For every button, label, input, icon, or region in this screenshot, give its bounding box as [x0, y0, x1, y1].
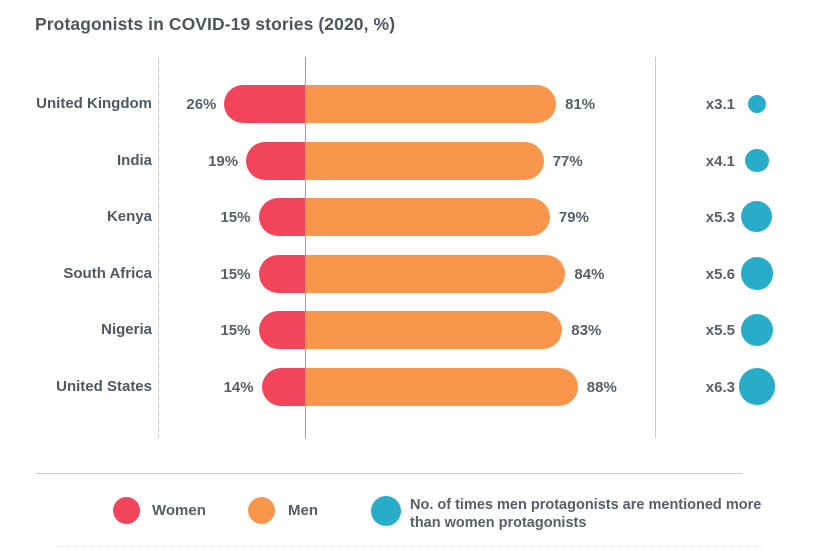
men-bar [305, 311, 563, 349]
ratio-circle [747, 94, 767, 114]
men-bar [305, 85, 557, 123]
men-value-label: 81% [565, 96, 596, 113]
women-value-label: 14% [223, 378, 254, 396]
ratio-column-separator [655, 57, 656, 438]
ratio-label: x5.6 [705, 265, 735, 283]
men-value-label: 77% [552, 152, 583, 170]
men-value-label: 88% [586, 378, 617, 396]
women-bar [258, 254, 305, 293]
legend-men-dot [248, 497, 275, 524]
ratio-circle [745, 148, 769, 173]
women-value-label: 15% [220, 265, 251, 283]
ratio-label: x3.1 [705, 96, 735, 113]
legend-divider [36, 473, 742, 474]
country-label: Kenya [106, 208, 152, 225]
men-value-label: 83% [571, 322, 602, 339]
women-value-label: 15% [220, 322, 251, 339]
women-bar [258, 311, 305, 349]
legend-men-label: Men [288, 502, 318, 519]
women-bar [258, 198, 305, 236]
legend-ratio-dot [371, 496, 401, 526]
men-value-label: 84% [574, 265, 605, 283]
chart-title: Protagonists in COVID-19 stories (2020, … [35, 14, 396, 34]
legend-ratio-label: No. of times men protagonists are mentio… [410, 497, 762, 531]
women-value-label: 19% [208, 152, 239, 170]
country-label: United States [56, 377, 152, 395]
men-value-label: 79% [558, 209, 589, 226]
ratio-label: x4.1 [705, 152, 735, 170]
country-label: United Kingdom [36, 95, 152, 112]
ratio-circle [741, 201, 773, 233]
men-bar [305, 141, 544, 180]
ratio-label: x5.5 [705, 322, 735, 339]
men-bar [305, 254, 566, 293]
women-bar [224, 85, 305, 123]
legend-women-dot [113, 497, 140, 524]
women-value-label: 15% [220, 209, 251, 226]
women-value-label: 26% [186, 96, 217, 113]
ratio-label: x6.3 [705, 378, 735, 396]
women-bar [246, 141, 305, 180]
left-dotted-gridline [158, 57, 159, 438]
country-label: South Africa [63, 264, 152, 282]
ratio-circle [738, 368, 776, 405]
country-label: Nigeria [101, 321, 152, 338]
men-bar [305, 198, 550, 236]
legend-women-label: Women [152, 502, 206, 519]
women-bar [261, 367, 305, 406]
center-baseline [305, 57, 306, 438]
country-label: India [116, 151, 152, 169]
ratio-circle [740, 313, 774, 347]
ratio-circle [740, 257, 774, 290]
bottom-faint-line [58, 546, 762, 547]
ratio-label: x5.3 [705, 209, 735, 226]
men-bar [305, 367, 578, 406]
